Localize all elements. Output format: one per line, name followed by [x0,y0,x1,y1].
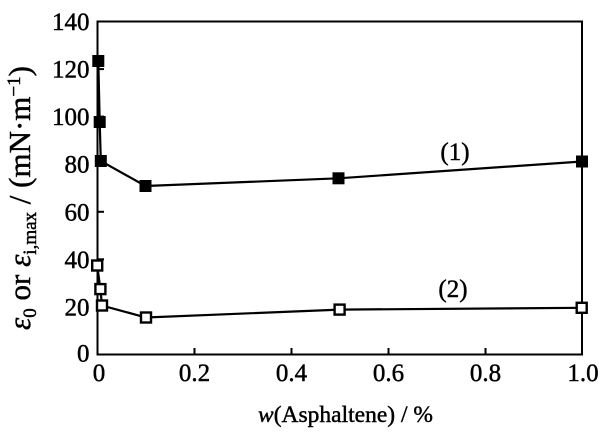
svg-text:(1): (1) [440,139,469,166]
svg-text:120: 120 [52,57,90,84]
svg-text:140: 140 [52,9,90,36]
svg-text:w(Asphaltene) / %: w(Asphaltene) / % [258,402,433,428]
svg-text:0.4: 0.4 [276,360,308,387]
svg-text:80: 80 [65,152,90,179]
svg-text:ε0 or εi,max / (mN·m−1): ε0 or εi,max / (mN·m−1) [2,66,41,330]
svg-text:100: 100 [52,104,90,131]
svg-text:60: 60 [65,199,90,226]
svg-text:1.0: 1.0 [567,360,598,387]
svg-text:0.8: 0.8 [470,360,501,387]
svg-text:0.2: 0.2 [179,360,210,387]
svg-text:0.6: 0.6 [373,360,404,387]
svg-text:40: 40 [65,247,90,274]
svg-text:20: 20 [65,294,90,321]
svg-text:(2): (2) [438,276,467,303]
svg-text:0: 0 [93,360,106,387]
svg-text:0: 0 [77,341,90,368]
